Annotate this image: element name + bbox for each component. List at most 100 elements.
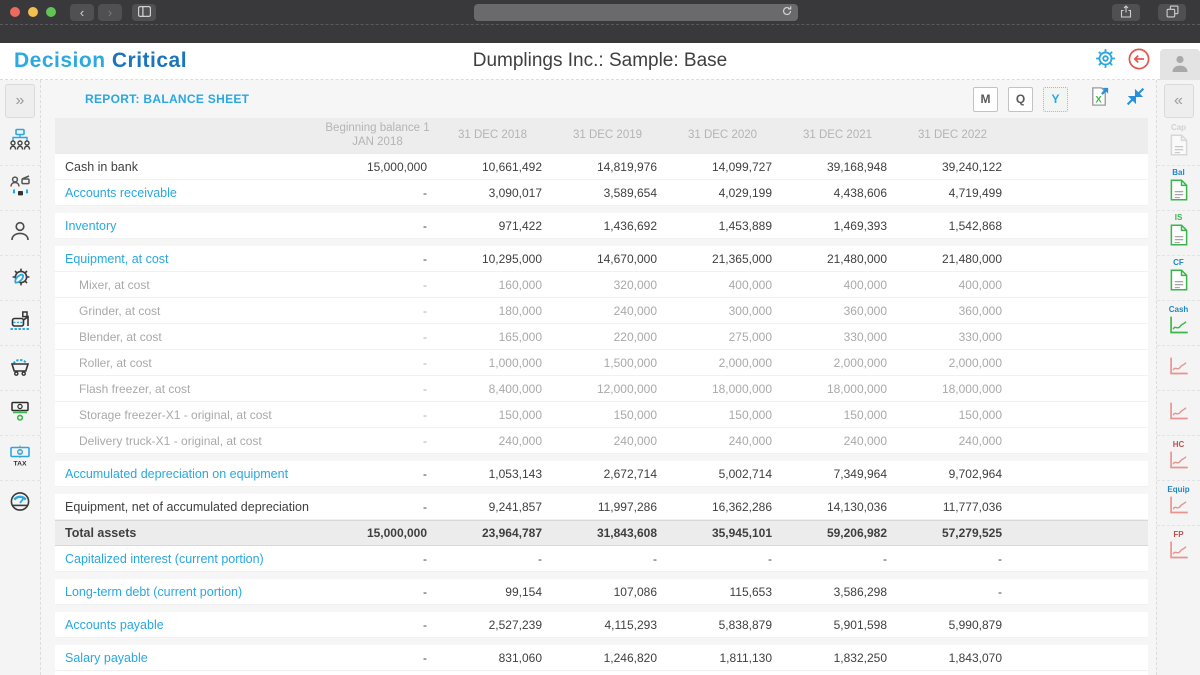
value-cell: 8,400,000 <box>488 381 542 396</box>
value-cell: 16,362,286 <box>711 499 772 514</box>
tools-button[interactable] <box>0 255 40 300</box>
value-cell: 15,000,000 <box>366 526 427 540</box>
org-structure-button[interactable] <box>0 120 40 165</box>
value-cell: 3,586,298 <box>833 584 887 599</box>
period-m-button[interactable]: M <box>973 86 998 112</box>
cash-chart-button[interactable]: Cash <box>1157 300 1200 345</box>
value-cell: 14,130,036 <box>826 499 887 514</box>
value-cell: 240,000 <box>613 303 657 318</box>
close-window-button[interactable] <box>10 7 20 17</box>
cf-report-button[interactable]: CF <box>1157 255 1200 300</box>
column-header: 31 DEC 2022 <box>917 129 988 142</box>
fp-chart-button[interactable]: FP <box>1157 525 1200 570</box>
collapse-right-sidebar-button[interactable]: « <box>1163 84 1194 118</box>
section-gap <box>55 487 1148 494</box>
value-cell: - <box>423 551 427 566</box>
settings-button[interactable] <box>1092 48 1118 74</box>
row-label: Roller, at cost <box>79 355 152 370</box>
value-cell: 320,000 <box>613 277 657 292</box>
value-cell: 330,000 <box>843 329 887 344</box>
cash-chart-label: Cash <box>1168 305 1189 314</box>
value-cell: 165,000 <box>498 329 542 344</box>
browser-sidebar-button[interactable] <box>132 3 156 21</box>
row-label[interactable]: Equipment, at cost <box>65 251 169 266</box>
value-cell: - <box>423 407 427 422</box>
hc-chart-button[interactable]: HC <box>1157 435 1200 480</box>
equip-chart-button[interactable]: Equip <box>1157 480 1200 525</box>
row-label[interactable]: Accumulated depreciation on equipment <box>65 466 289 481</box>
export-excel-button[interactable]: X <box>1086 86 1112 112</box>
cf-report-icon <box>1168 268 1190 297</box>
value-cell: 4,719,499 <box>948 185 1002 200</box>
row-label[interactable]: Accounts receivable <box>65 185 177 200</box>
tab-overview-button[interactable] <box>1158 3 1186 21</box>
column-header: Beginning balance 1 JAN 2018 <box>325 122 430 148</box>
person-button[interactable] <box>0 210 40 255</box>
table-row: Delivery truck-X1 - original, at cost - 24… <box>55 428 1148 454</box>
row-label[interactable]: Capitalized interest (current portion) <box>65 551 264 566</box>
tax-button[interactable]: TAX <box>0 435 40 480</box>
value-cell: 39,168,948 <box>826 159 887 174</box>
value-cell: 1,843,070 <box>948 650 1002 665</box>
value-cell: 160,000 <box>498 277 542 292</box>
value-cell: 2,527,239 <box>488 617 542 632</box>
value-cell: - <box>423 277 427 292</box>
value-cell: 1,811,130 <box>719 650 773 665</box>
output-chart-button[interactable] <box>1157 345 1200 390</box>
address-bar[interactable] <box>474 3 798 21</box>
period-q-button[interactable]: Q <box>1008 86 1033 112</box>
cart-button[interactable] <box>0 345 40 390</box>
svg-text:X: X <box>1095 95 1102 106</box>
row-label: Total assets <box>65 526 137 540</box>
row-label[interactable]: Accounts payable <box>65 617 164 632</box>
equipment-usage-chart-icon <box>1168 401 1190 426</box>
browser-back-button[interactable]: ‹ <box>70 3 94 21</box>
gauge-icon <box>8 489 32 518</box>
value-cell: 1,453,889 <box>718 218 772 233</box>
zoom-window-button[interactable] <box>46 7 56 17</box>
row-label[interactable]: Salary payable <box>65 650 148 665</box>
staff-button[interactable] <box>0 165 40 210</box>
is-report-button[interactable]: IS <box>1157 210 1200 255</box>
windows-icon <box>1166 5 1179 20</box>
equipment-usage-chart-button[interactable] <box>1157 390 1200 435</box>
user-avatar[interactable] <box>1160 48 1200 80</box>
app-logo: Decision Critical <box>0 49 187 73</box>
table-row: Roller, at cost - 1,000,000 1,500,000 2,000,… <box>55 350 1148 376</box>
expand-left-sidebar-button[interactable]: » <box>5 84 35 118</box>
gauge-button[interactable] <box>0 480 40 525</box>
row-label: Delivery truck-X1 - original, at cost <box>79 433 262 448</box>
value-cell: - <box>423 185 427 200</box>
period-y-button[interactable]: Y <box>1043 86 1068 112</box>
value-cell: - <box>998 551 1002 566</box>
value-cell: 18,000,000 <box>941 381 1002 396</box>
value-cell: 1,246,820 <box>603 650 657 665</box>
gear-icon <box>1094 47 1117 75</box>
reload-icon[interactable] <box>781 5 793 20</box>
bal-report-button[interactable]: Bal <box>1157 165 1200 210</box>
collapse-all-button[interactable] <box>1122 86 1148 112</box>
value-cell: - <box>423 381 427 396</box>
balance-sheet-table: Beginning balance 1 JAN 2018 31 DEC 2018 3… <box>55 118 1148 675</box>
row-label: Blender, at cost <box>79 329 162 344</box>
value-cell: - <box>423 466 427 481</box>
logout-button[interactable] <box>1126 48 1152 74</box>
svg-text:TAX: TAX <box>13 460 27 467</box>
value-cell: 150,000 <box>498 407 542 422</box>
browser-forward-button[interactable]: › <box>98 3 122 21</box>
table-row: Accounts payable - 2,527,239 4,115,293 5,838… <box>55 612 1148 638</box>
value-cell: 21,480,000 <box>826 251 887 266</box>
table-row: Salary payable - 831,060 1,246,820 1,811,130… <box>55 645 1148 671</box>
value-cell: 300,000 <box>728 303 772 318</box>
row-label[interactable]: Long-term debt (current portion) <box>65 584 243 599</box>
value-cell: 4,438,606 <box>833 185 887 200</box>
production-button[interactable] <box>0 300 40 345</box>
row-label[interactable]: Inventory <box>65 218 117 233</box>
minimize-window-button[interactable] <box>28 7 38 17</box>
share-button[interactable] <box>1112 3 1140 21</box>
table-row: Equipment, at cost - 10,295,000 14,670,000 2… <box>55 246 1148 272</box>
row-label: Flash freezer, at cost <box>79 381 191 396</box>
value-cell: 150,000 <box>843 407 887 422</box>
revenue-button[interactable] <box>0 390 40 435</box>
